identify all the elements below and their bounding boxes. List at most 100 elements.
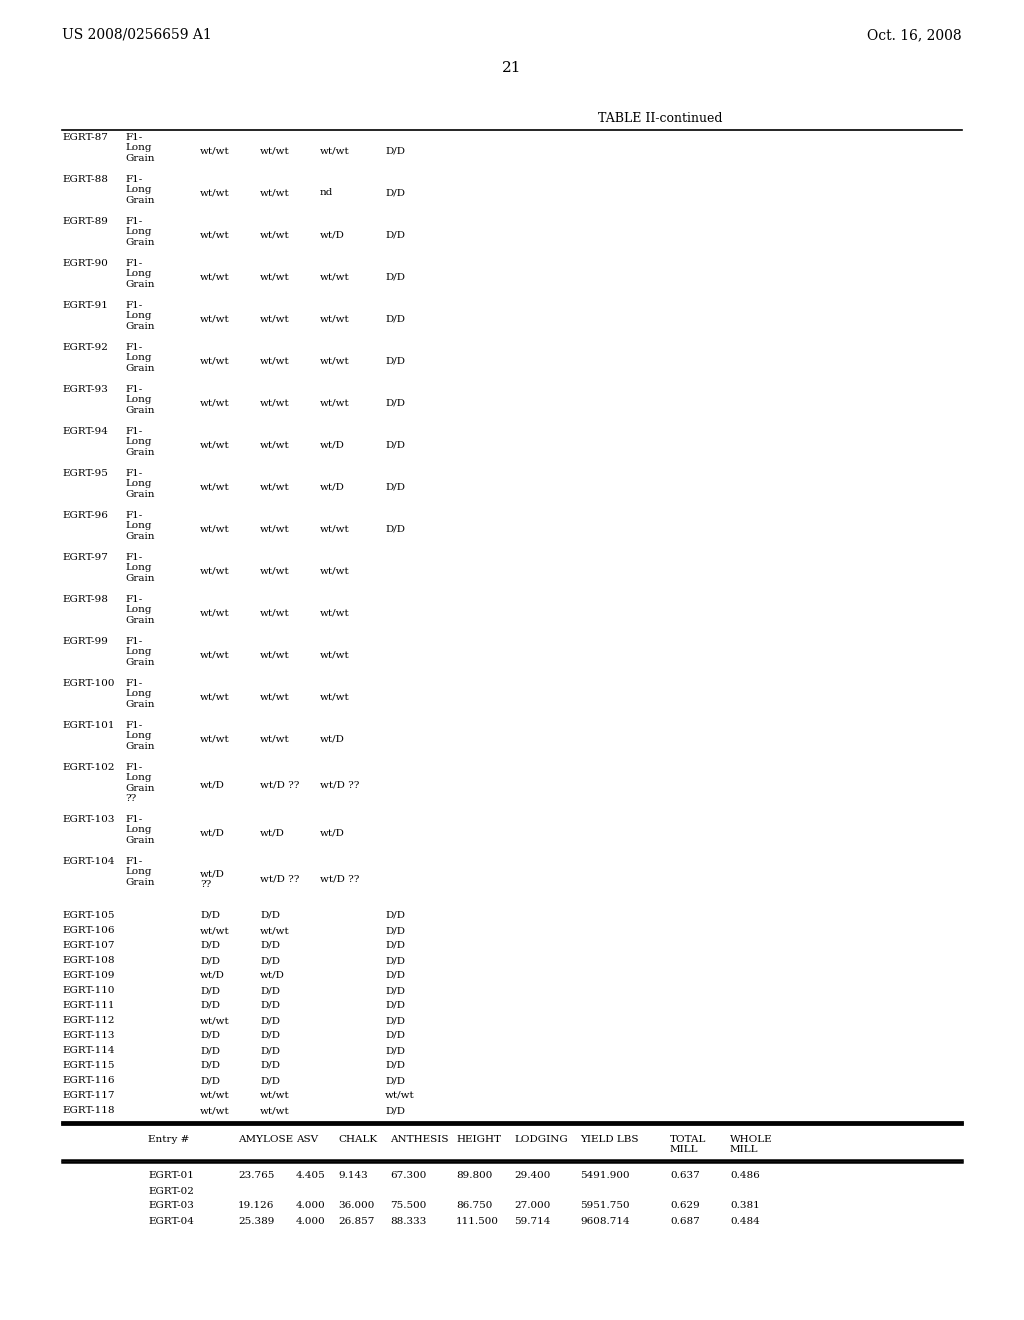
Text: 111.500: 111.500 [456,1217,499,1225]
Text: wt/D ??: wt/D ?? [260,781,299,789]
Text: D/D: D/D [260,1076,280,1085]
Text: D/D: D/D [385,941,406,950]
Text: D/D: D/D [385,399,406,408]
Text: wt/D: wt/D [200,781,225,789]
Text: wt/wt: wt/wt [260,1106,290,1115]
Text: wt/wt: wt/wt [200,441,229,449]
Text: wt/wt: wt/wt [200,693,229,701]
Text: F1-
Long
Grain: F1- Long Grain [125,469,155,499]
Text: wt/D ??: wt/D ?? [319,781,359,789]
Text: EGRT-117: EGRT-117 [62,1092,115,1100]
Text: F1-
Long
Grain: F1- Long Grain [125,553,155,583]
Text: wt/wt: wt/wt [200,651,229,660]
Text: EGRT-114: EGRT-114 [62,1045,115,1055]
Text: wt/wt: wt/wt [200,1106,229,1115]
Text: 27.000: 27.000 [514,1201,550,1210]
Text: EGRT-91: EGRT-91 [62,301,108,310]
Text: EGRT-01: EGRT-01 [148,1172,194,1180]
Text: wt/wt: wt/wt [200,482,229,491]
Text: EGRT-115: EGRT-115 [62,1061,115,1071]
Text: D/D: D/D [385,1001,406,1010]
Text: EGRT-04: EGRT-04 [148,1217,194,1225]
Text: EGRT-03: EGRT-03 [148,1201,194,1210]
Text: D/D: D/D [260,941,280,950]
Text: wt/wt: wt/wt [319,651,350,660]
Text: D/D: D/D [260,911,280,920]
Text: EGRT-99: EGRT-99 [62,638,108,645]
Text: EGRT-96: EGRT-96 [62,511,108,520]
Text: wt/wt: wt/wt [319,524,350,533]
Text: EGRT-108: EGRT-108 [62,956,115,965]
Text: 67.300: 67.300 [390,1172,426,1180]
Text: D/D: D/D [200,1031,220,1040]
Text: D/D: D/D [200,941,220,950]
Text: D/D: D/D [260,1001,280,1010]
Text: D/D: D/D [260,1061,280,1071]
Text: wt/wt: wt/wt [200,1016,229,1026]
Text: EGRT-101: EGRT-101 [62,721,115,730]
Text: D/D: D/D [385,1016,406,1026]
Text: wt/D ??: wt/D ?? [319,875,359,884]
Text: wt/D
??: wt/D ?? [200,870,225,890]
Text: 19.126: 19.126 [238,1201,274,1210]
Text: wt/wt: wt/wt [260,524,290,533]
Text: F1-
Long
Grain: F1- Long Grain [125,301,155,331]
Text: wt/wt: wt/wt [200,399,229,408]
Text: wt/wt: wt/wt [260,482,290,491]
Text: US 2008/0256659 A1: US 2008/0256659 A1 [62,28,212,42]
Text: wt/wt: wt/wt [319,566,350,576]
Text: D/D: D/D [385,927,406,935]
Text: wt/wt: wt/wt [260,1092,290,1100]
Text: wt/wt: wt/wt [260,566,290,576]
Text: F1-
Long
Grain: F1- Long Grain [125,814,155,845]
Text: 86.750: 86.750 [456,1201,493,1210]
Text: D/D: D/D [385,1061,406,1071]
Text: wt/wt: wt/wt [260,147,290,156]
Text: 29.400: 29.400 [514,1172,550,1180]
Text: AMYLOSE: AMYLOSE [238,1135,293,1144]
Text: EGRT-98: EGRT-98 [62,595,108,605]
Text: EGRT-88: EGRT-88 [62,176,108,183]
Text: MILL: MILL [730,1146,759,1155]
Text: wt/wt: wt/wt [200,609,229,618]
Text: wt/wt: wt/wt [319,609,350,618]
Text: 25.389: 25.389 [238,1217,274,1225]
Text: wt/D: wt/D [319,441,345,449]
Text: wt/wt: wt/wt [200,272,229,281]
Text: D/D: D/D [260,986,280,995]
Text: EGRT-107: EGRT-107 [62,941,115,950]
Text: wt/wt: wt/wt [260,272,290,281]
Text: wt/wt: wt/wt [200,231,229,239]
Text: wt/wt: wt/wt [260,356,290,366]
Text: wt/wt: wt/wt [319,693,350,701]
Text: Oct. 16, 2008: Oct. 16, 2008 [867,28,962,42]
Text: EGRT-113: EGRT-113 [62,1031,115,1040]
Text: D/D: D/D [260,1045,280,1055]
Text: EGRT-02: EGRT-02 [148,1187,194,1196]
Text: EGRT-89: EGRT-89 [62,216,108,226]
Text: D/D: D/D [260,956,280,965]
Text: D/D: D/D [385,1106,406,1115]
Text: D/D: D/D [385,441,406,449]
Text: EGRT-110: EGRT-110 [62,986,115,995]
Text: 26.857: 26.857 [338,1217,375,1225]
Text: wt/wt: wt/wt [260,609,290,618]
Text: wt/wt: wt/wt [260,441,290,449]
Text: D/D: D/D [200,911,220,920]
Text: TABLE II-continued: TABLE II-continued [598,111,722,124]
Text: D/D: D/D [200,1045,220,1055]
Text: D/D: D/D [200,1076,220,1085]
Text: wt/wt: wt/wt [260,734,290,743]
Text: EGRT-112: EGRT-112 [62,1016,115,1026]
Text: 4.405: 4.405 [296,1172,326,1180]
Text: D/D: D/D [385,356,406,366]
Text: 59.714: 59.714 [514,1217,550,1225]
Text: F1-
Long
Grain: F1- Long Grain [125,857,155,887]
Text: F1-
Long
Grain: F1- Long Grain [125,426,155,457]
Text: 0.629: 0.629 [670,1201,699,1210]
Text: D/D: D/D [260,1016,280,1026]
Text: D/D: D/D [385,231,406,239]
Text: 89.800: 89.800 [456,1172,493,1180]
Text: wt/wt: wt/wt [319,399,350,408]
Text: wt/D: wt/D [260,829,285,837]
